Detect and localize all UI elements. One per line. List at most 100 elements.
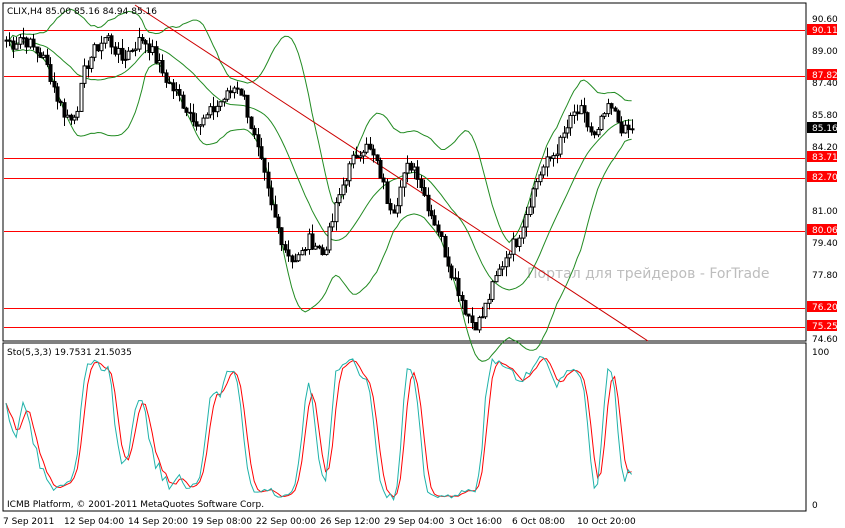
bear-bar [31,38,36,48]
time-axis: 7 Sep 2011 12 Sep 04:00 14 Sep 20:00 19 … [3,517,636,527]
time-label: 12 Sep 04:00 [64,517,124,527]
level-tag-label: 80.06 [812,226,838,236]
bear-bar [310,233,315,250]
bull-bar [599,115,604,130]
bull-bar [480,316,485,319]
bull-bar [602,113,607,117]
bear-bar [52,80,57,88]
level-tag [807,320,837,331]
bear-bar [279,227,284,246]
bear-bar [460,295,465,302]
bear-bar [24,37,29,48]
bear-bar [269,187,274,206]
bear-bar [120,47,125,61]
bull-bar [558,136,563,155]
bull-bar [334,202,339,223]
bear-bar [211,106,216,113]
bull-bar [568,114,573,129]
bull-bar [18,37,23,45]
bear-bar [235,87,240,90]
bull-bar [524,214,529,228]
horizontal-levels [4,30,805,328]
stoch-signal-line [5,358,632,498]
level-tag-label: 76.20 [812,303,838,313]
bear-bar [273,204,278,218]
bear-bar [463,300,468,315]
bull-bar [126,50,131,60]
time-label: 29 Sep 04:00 [384,517,444,527]
bull-bar [405,162,410,174]
bull-bar [303,249,308,252]
bear-bar [109,35,114,48]
trend-line[interactable] [134,4,649,342]
bear-bar [456,278,461,297]
bear-bar [426,194,431,212]
bull-bar [232,87,237,94]
bull-bar [487,298,492,304]
bear-bar [592,131,597,136]
bear-bar [473,322,478,331]
stoch-main-line [5,355,632,502]
bull-bar [477,317,482,331]
bull-bar [296,254,301,262]
bear-bar [177,89,182,96]
bull-bar [517,237,522,247]
bull-bar [351,154,356,165]
sub-panel-title: Sto(5,3,3) 19.7531 21.5035 [7,348,132,358]
bear-bar [585,112,590,128]
stoch-axis-100: 100 [812,348,829,358]
bear-bar [35,46,40,54]
bear-bar [55,86,60,102]
level-tag-label: 83.71 [812,153,838,163]
bull-bar [89,56,94,69]
bear-bar [429,210,434,217]
bear-bar [167,81,172,84]
bull-bar [395,205,400,214]
price-tick: 87.40 [812,79,838,89]
stoch-axis-0: 0 [812,501,818,511]
bear-bar [619,121,624,134]
level-tags: 90.11 87.82 83.71 82.70 80.06 76.20 75.2… [807,24,838,332]
bull-bar [79,82,84,112]
bear-bar [432,215,437,226]
bear-bar [245,94,250,118]
bear-bar [290,255,295,263]
bull-bar [103,37,108,44]
bull-bar [41,54,46,58]
bull-bar [201,117,206,126]
bear-bar [181,94,186,109]
time-label: 14 Sep 20:00 [128,517,188,527]
bull-bar [300,250,305,256]
bull-bar [551,155,556,159]
bull-bar [123,58,128,61]
current-price-label: 85.16 [812,124,838,134]
bear-bar [371,148,376,156]
level-tag [807,69,837,80]
bull-bar [494,275,499,283]
bear-bar [259,146,264,159]
bull-bar [198,124,203,127]
bull-bar [337,194,342,204]
bear-bar [419,178,424,189]
bear-bar [62,102,67,118]
price-tick: 90.60 [812,15,838,25]
watermark: Портал для трейдеров - ForTrade [527,266,770,282]
bull-bar [358,155,363,158]
bull-bar [562,132,567,138]
bull-bar [225,90,230,100]
bear-bar [140,37,145,42]
bear-bar [616,110,621,123]
band-upper [5,8,632,244]
bear-bar [589,126,594,133]
price-tick: 74.60 [812,335,838,345]
bear-bar [378,160,383,179]
level-tag [807,301,837,312]
bear-bar [160,60,165,74]
bear-bar [191,112,196,123]
bull-bar [630,128,635,131]
bear-bar [439,231,444,237]
level-tag-label: 82.70 [812,173,838,183]
bear-bar [375,154,380,162]
time-label: 22 Sep 00:00 [256,517,316,527]
